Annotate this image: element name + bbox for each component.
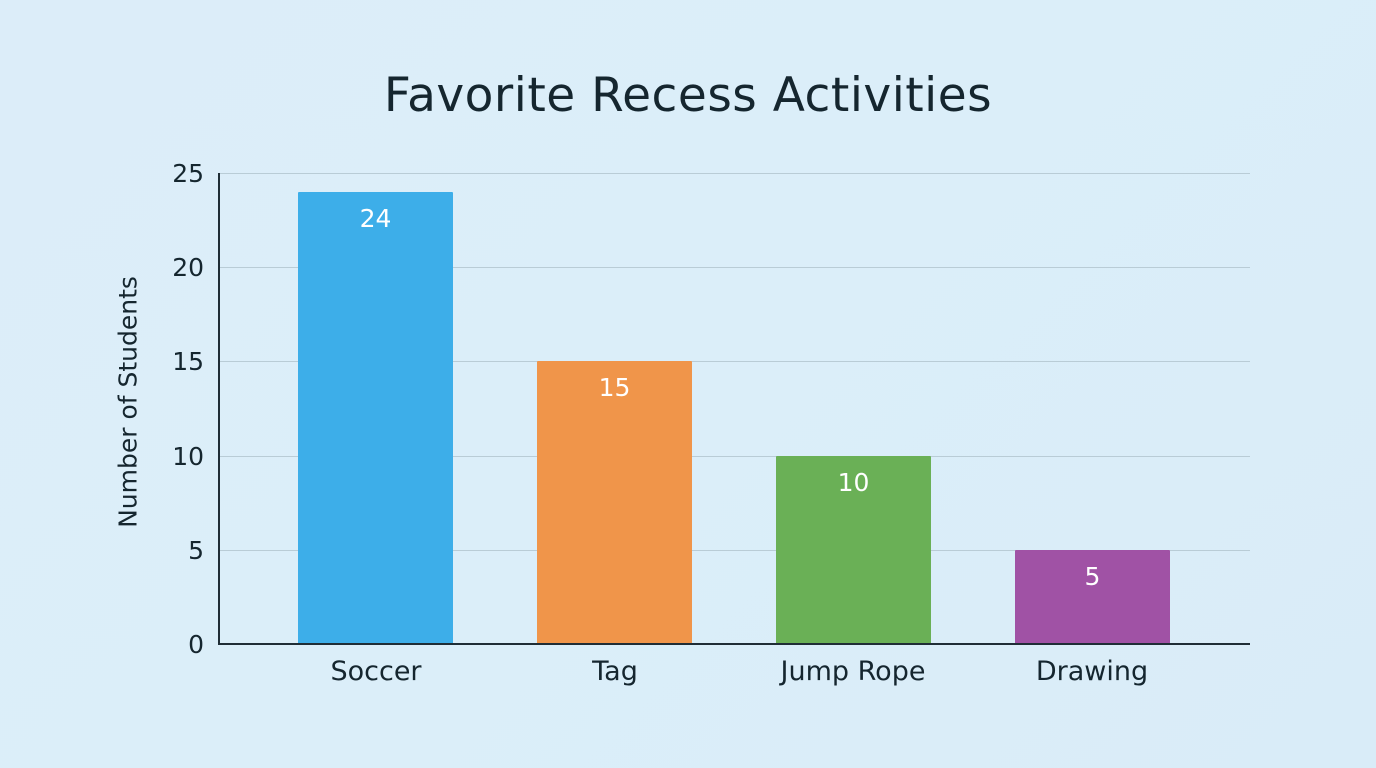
x-tick-tag: Tag — [592, 656, 638, 687]
bar-value-label: 5 — [1084, 562, 1101, 591]
x-axis-line — [218, 643, 1250, 645]
y-axis-line — [218, 173, 220, 645]
y-tick-0: 0 — [188, 630, 204, 659]
gridline-15 — [218, 361, 1250, 362]
y-tick-20: 20 — [172, 253, 204, 282]
gridline-10 — [218, 456, 1250, 457]
bar-tag: 15 — [537, 361, 692, 644]
plot-area — [218, 173, 1250, 644]
gridline-20 — [218, 267, 1250, 268]
bar-soccer: 24 — [298, 192, 453, 644]
y-tick-15: 15 — [172, 347, 204, 376]
bar-value-label: 24 — [359, 204, 392, 233]
chart-title: Favorite Recess Activities — [383, 68, 993, 123]
y-tick-25: 25 — [172, 159, 204, 188]
y-tick-5: 5 — [188, 536, 204, 565]
bar-value-label: 10 — [837, 468, 870, 497]
x-tick-soccer: Soccer — [330, 656, 422, 687]
x-tick-drawing: Drawing — [1035, 656, 1149, 687]
bar-value-label: 15 — [598, 373, 631, 402]
x-tick-jump-rope: Jump Rope — [780, 656, 926, 687]
y-axis-title: Number of Students — [113, 276, 143, 528]
bar-jump-rope: 10 — [776, 456, 931, 644]
y-tick-10: 10 — [172, 442, 204, 471]
gridline-5 — [218, 550, 1250, 551]
gridline-25 — [218, 173, 1250, 174]
bar-drawing: 5 — [1015, 550, 1170, 644]
